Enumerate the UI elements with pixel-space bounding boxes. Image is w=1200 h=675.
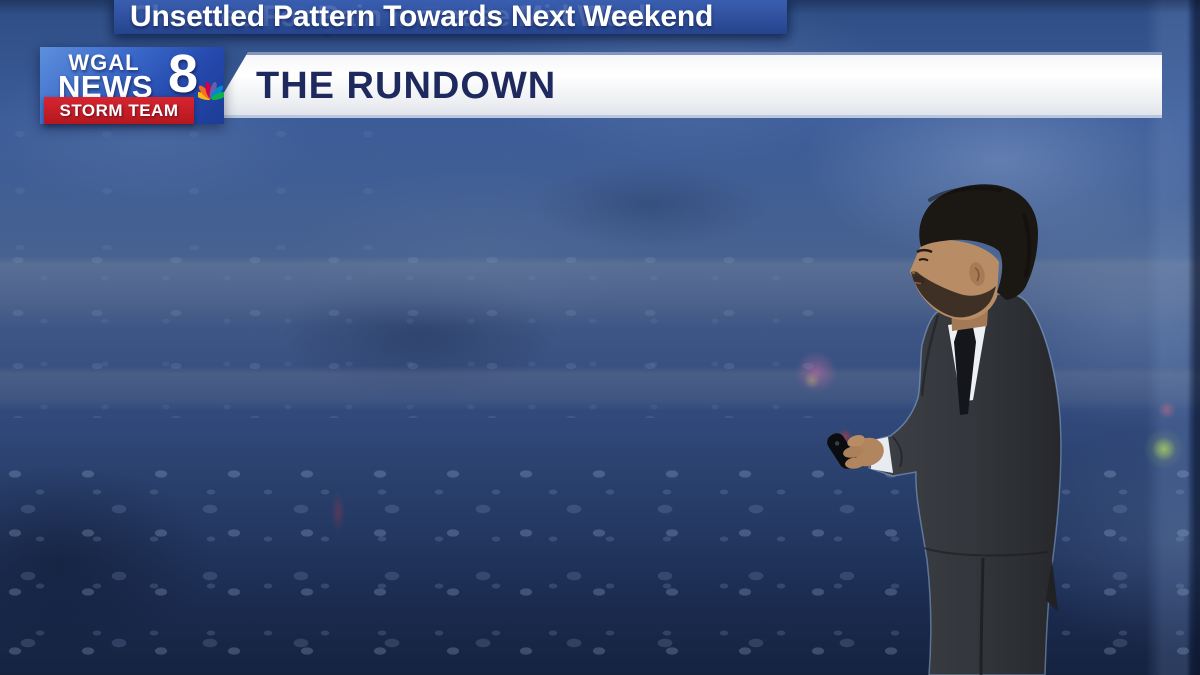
logo-channel-number: 8 <box>168 44 199 104</box>
page-title: THE RUNDOWN <box>256 65 557 107</box>
rundown-item-3: Unsettled Pattern Towards Next Weekend <box>114 0 787 34</box>
weather-presenter <box>827 184 1062 675</box>
rain-droplets <box>0 250 830 418</box>
header-banner: THE RUNDOWN <box>209 52 1162 118</box>
rain-droplets <box>0 120 420 250</box>
station-logo: WGAL NEWS 8 STORM TEAM <box>40 47 224 124</box>
nbc-peacock-icon <box>198 81 224 100</box>
logo-storm-team-strip: STORM TEAM <box>44 97 194 124</box>
